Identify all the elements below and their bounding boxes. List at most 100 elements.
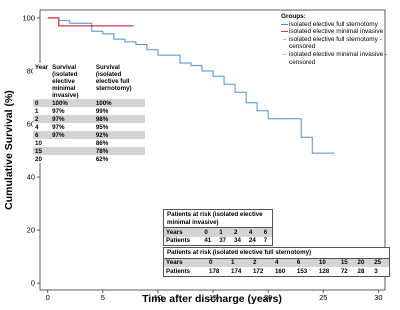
at-risk-cell: 4: [272, 258, 295, 267]
table-cell: 100%: [50, 99, 94, 107]
table-cell: [50, 155, 94, 163]
y-tick-label: 0: [31, 279, 35, 288]
at-risk-cell: 28: [357, 267, 365, 275]
at-risk-cell: 6: [261, 228, 272, 237]
at-risk-row-label: Years: [164, 228, 203, 237]
x-tick-label: 0: [46, 293, 50, 302]
table-cell: 1: [35, 107, 39, 115]
table-cell: 99%: [95, 107, 109, 115]
table-cell: 78%: [93, 147, 145, 155]
at-risk-row: Years 0 1 2 4 6 10 15 20 25: [164, 258, 389, 267]
y-tick-label: 20: [27, 226, 35, 235]
at-risk-cell: 178: [209, 267, 220, 275]
at-risk-cell: 37: [219, 237, 227, 244]
at-risk-cell: 6: [294, 258, 317, 267]
table-cell: 20: [35, 155, 42, 163]
table-cell: 92%: [93, 131, 145, 139]
table-row: 4 97% 95%: [33, 123, 145, 131]
at-risk-cell: 1: [217, 228, 233, 237]
at-risk-cell: 0: [202, 228, 218, 237]
legend-symbol: [281, 31, 288, 33]
table-cell: 98%: [93, 115, 145, 123]
at-risk-cell: 24: [248, 237, 256, 244]
table-header-cell: Survival (isolated elective full sternot…: [95, 63, 132, 92]
at-risk-cell: 153: [296, 267, 308, 275]
x-tick-label: 5: [101, 293, 105, 302]
table-row: 15 78%: [33, 147, 145, 155]
at-risk-title: Patients at risk (isolated elective full…: [164, 248, 389, 259]
survival-line: [47, 17, 134, 27]
table-cell: 4: [35, 123, 39, 131]
at-risk-table: Patients at risk (isolated elective mini…: [163, 209, 273, 246]
at-risk-row-label: Years: [164, 258, 208, 267]
table-cell: 2: [33, 115, 51, 123]
at-risk-cell: 41: [204, 237, 212, 244]
table-header-cell: Year: [35, 63, 49, 71]
at-risk-cell: 20: [355, 258, 373, 267]
x-tick-label: 30: [374, 293, 382, 302]
table-cell: 97%: [52, 123, 65, 131]
at-risk-grid: Years 0 1 2 4 6 Patients 41 37 34 24 7: [164, 228, 272, 245]
table-cell: 62%: [95, 155, 109, 163]
legend-symbol: [281, 23, 288, 25]
table-cell: [50, 139, 94, 147]
at-risk-title: Patients at risk (isolated elective mini…: [164, 210, 272, 228]
x-tick-label: 10: [154, 293, 162, 302]
legend-symbol: [283, 38, 286, 40]
table-cell: 97%: [52, 107, 65, 115]
legend-item: isolated elective minimal invasive - cen…: [281, 51, 389, 66]
at-risk-cell: 0: [207, 258, 230, 267]
x-tick-label: 15: [209, 293, 217, 302]
at-risk-cell: 10: [316, 258, 339, 267]
at-risk-cell: 174: [231, 267, 242, 275]
at-risk-cell: 172: [252, 267, 264, 275]
x-tick-label: 20: [264, 293, 272, 302]
legend-label: isolated elective minimal invasive: [289, 28, 384, 36]
y-tick-label: 60: [27, 120, 35, 129]
table-row: 2 97% 98%: [33, 115, 145, 123]
at-risk-cell: 4: [246, 228, 262, 237]
at-risk-grid: Years 0 1 2 4 6 10 15 20 25 Patients 178 174 172 160 15…: [164, 258, 389, 276]
at-risk-cell: 3: [374, 267, 378, 275]
at-risk-cell: 15: [338, 258, 356, 267]
table-cell: 95%: [95, 123, 109, 131]
table-row: 20 62%: [33, 155, 145, 163]
at-risk-cell: 160: [274, 267, 286, 275]
at-risk-cell: 34: [234, 237, 241, 244]
at-risk-row: Years 0 1 2 4 6: [164, 228, 272, 237]
legend-title: Groups:: [281, 13, 306, 20]
table-row: 1 97% 99%: [33, 107, 145, 115]
table-row: 6 97% 92%: [33, 131, 145, 139]
y-tick-label: 80: [27, 66, 35, 75]
y-axis-title: Cumulative Survival (%): [3, 90, 15, 210]
at-risk-cell: 128: [318, 267, 330, 275]
legend-symbol: [283, 53, 286, 55]
table-row: 10 86%: [33, 139, 145, 147]
table-cell: 0: [33, 99, 51, 107]
at-risk-cell: 2: [232, 228, 247, 237]
at-risk-cell: 2: [250, 258, 273, 267]
x-axis-title: Time after discharge (years): [142, 293, 282, 305]
table-cell: 86%: [95, 139, 109, 147]
at-risk-row: Patients 178 174 172 160 153 128 72 28 3: [164, 267, 389, 276]
legend-label: isolated elective full sternotomy: [289, 20, 378, 28]
at-risk-row-label: Patients: [166, 267, 191, 275]
legend-label: isolated elective full sternotomy - cens…: [289, 35, 382, 51]
legend-item: isolated elective full sternotomy: [281, 21, 389, 29]
survival-table: Year Survival (isolated elective minimal …: [33, 63, 145, 163]
at-risk-cell: 72: [340, 267, 348, 275]
y-tick-label: 40: [27, 173, 35, 182]
survival-line: [47, 17, 335, 154]
at-risk-row-label: Patients: [166, 237, 191, 244]
at-risk-cell: 7: [263, 237, 268, 244]
at-risk-table: Patients at risk (isolated elective full…: [163, 247, 390, 277]
legend: Groups: isolated elective full sternotom…: [281, 13, 389, 66]
table-cell: 100%: [93, 99, 145, 107]
legend-item: isolated elective minimal invasive: [281, 28, 389, 36]
table-row: 0 100% 100%: [33, 99, 145, 107]
table-cell: [50, 147, 94, 155]
legend-label: isolated elective minimal invasive - cen…: [289, 50, 388, 66]
table-cell: 97%: [50, 115, 94, 123]
